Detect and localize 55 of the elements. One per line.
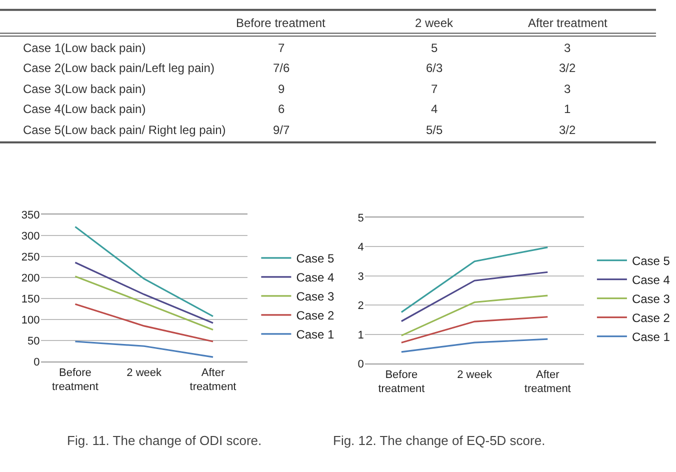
text: 7 [278,41,285,55]
legend-label: Case 4 [296,270,335,285]
category-label: Case 4(Low back pain) [23,102,146,116]
text: 7 [431,82,438,96]
text: 3/2 [559,61,576,75]
category-label: Before treatment [236,16,326,30]
text: 5 [431,41,438,55]
x-tick-label: After treatment [190,366,236,394]
y-tick-label: 1 [358,329,364,342]
legend-label: Case 4 [632,273,670,288]
y-tick-label: 250 [21,251,40,264]
category-label: After treatment [528,16,608,30]
caption: Fig. 12. The change of EQ-5D score. [333,433,546,448]
category-label: Case 3(Low back pain) [23,82,146,96]
y-tick-label: 300 [21,230,40,242]
y-tick-label: 4 [358,242,364,254]
category-label: Case 1(Low back pain) [23,41,146,55]
x-tick-label: 2 week [126,366,162,379]
caption: Fig. 11. The change of ODI score. [67,433,262,448]
y-tick-label: 350 [21,209,40,222]
x-tick-label: Before treatment [52,366,98,394]
y-tick-label: 200 [21,272,40,284]
category-label: 2 week [415,16,454,30]
legend-label: Case 3 [632,292,670,306]
y-tick-label: 0 [34,356,40,369]
text: 6 [278,102,285,116]
legend-label: Case 5 [296,252,335,266]
text: 6/3 [426,61,443,75]
text: 3 [564,82,571,96]
y-tick-label: 150 [21,293,40,306]
text: 3 [564,41,571,55]
legend-label: Case 5 [632,254,670,268]
legend-label: Case 1 [632,330,670,344]
legend-label: Case 2 [632,311,670,326]
legend-label: Case 2 [296,308,335,323]
text: 5/5 [426,123,443,137]
legend-label: Case 3 [296,290,335,304]
category-label: Case 2(Low back pain/Left leg pain) [23,61,214,75]
x-tick-label: Before treatment [378,368,425,396]
text: 1 [564,102,571,116]
text: 3/2 [559,123,576,137]
category-label: Case 5(Low back pain/ Right leg pain) [23,123,226,137]
y-tick-label: 2 [358,300,364,312]
y-tick-label: 0 [358,358,364,370]
x-tick-label: 2 week [457,368,492,381]
y-tick-label: 50 [28,336,40,348]
y-tick-label: 5 [358,212,364,224]
text: 9/7 [273,123,290,137]
y-tick-label: 100 [21,314,40,327]
legend-label: Case 1 [296,328,335,342]
text: 4 [431,102,438,116]
text: 9 [278,82,285,96]
x-tick-label: After treatment [524,368,571,396]
y-tick-label: 3 [358,270,364,283]
text: 7/6 [273,61,290,75]
